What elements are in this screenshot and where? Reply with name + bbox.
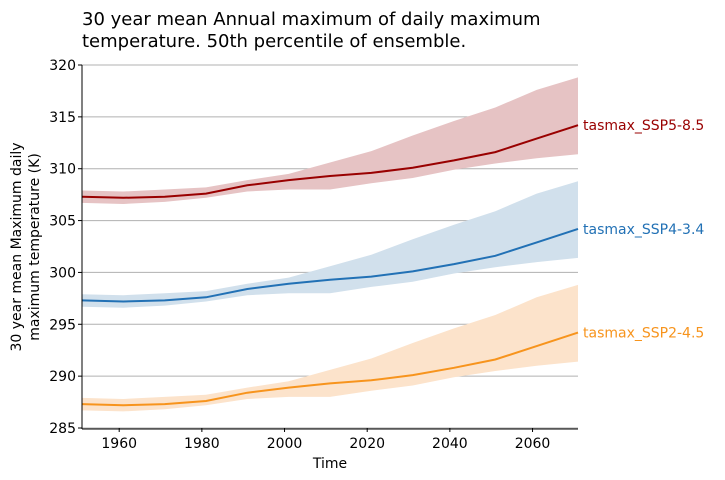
y-axis-label-line-2: maximum temperature (K): [27, 153, 43, 341]
axes: [78, 64, 578, 432]
line-tasmax-ssp5-8-5: [81, 124, 579, 199]
y-tick-label-4: 305: [49, 214, 76, 230]
uncertainty-bands: [82, 77, 578, 412]
band-tasmax-ssp2-4-5: [82, 284, 578, 412]
y-tick-label-3: 300: [49, 265, 76, 281]
y-tick-label-5: 310: [49, 162, 76, 178]
y-tick-label-1: 290: [49, 369, 76, 385]
x-tick-label-0: 1960: [101, 436, 137, 452]
x-tick-label-1: 1980: [184, 436, 220, 452]
tick-labels: 285 290 295 300 305 310 315 320 1960 1980 2000 2020…: [49, 58, 550, 452]
series-label-tasmax-ssp4-3-4: tasmax_SSP4-3.4: [583, 222, 704, 238]
chart-title: 30 year mean Annual maximum of daily max…: [82, 9, 541, 52]
y-tick-label-0: 285: [49, 421, 76, 437]
y-tick-label-6: 315: [49, 110, 76, 126]
x-axis-label: Time: [312, 456, 347, 472]
x-tick-label-3: 2020: [349, 436, 385, 452]
band-tasmax-ssp5-8-5: [82, 77, 578, 204]
y-axis-label-line-1: 30 year mean Maximum daily: [9, 142, 25, 351]
series-label-tasmax-ssp5-8-5: tasmax_SSP5-8.5: [583, 118, 704, 134]
x-tick-label-4: 2040: [432, 436, 468, 452]
chart-title-line-2: temperature. 50th percentile of ensemble…: [82, 31, 466, 52]
series-label-tasmax-ssp2-4-5: tasmax_SSP2-4.5: [583, 326, 704, 342]
series-labels: tasmax_SSP5-8.5 tasmax_SSP4-3.4 tasmax_SSP…: [583, 118, 704, 341]
line-tasmax-ssp2-4-5: [81, 331, 579, 407]
y-axis-label: 30 year mean Maximum daily maximum tempe…: [9, 142, 43, 351]
band-tasmax-ssp4-3-4: [82, 181, 578, 308]
chart-title-line-1: 30 year mean Annual maximum of daily max…: [82, 9, 541, 30]
y-tick-label-2: 295: [49, 317, 76, 333]
x-tick-label-2: 2000: [267, 436, 303, 452]
series-lines: [81, 124, 579, 407]
line-tasmax-ssp4-3-4: [81, 227, 579, 303]
x-tick-label-5: 2060: [515, 436, 551, 452]
y-tick-label-7: 320: [49, 58, 76, 74]
